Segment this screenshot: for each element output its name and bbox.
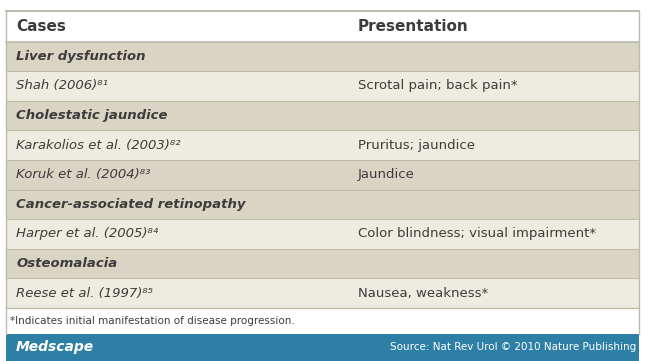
Text: Osteomalacia: Osteomalacia xyxy=(16,257,118,270)
Text: Scrotal pain; back pain*: Scrotal pain; back pain* xyxy=(358,79,518,92)
FancyBboxPatch shape xyxy=(7,249,639,278)
Text: Jaundice: Jaundice xyxy=(358,168,415,181)
Text: Harper et al. (2005)⁸⁴: Harper et al. (2005)⁸⁴ xyxy=(16,227,158,240)
FancyBboxPatch shape xyxy=(7,160,639,190)
FancyBboxPatch shape xyxy=(7,42,639,71)
Text: Nausea, weakness*: Nausea, weakness* xyxy=(358,287,488,300)
Text: Koruk et al. (2004)⁸³: Koruk et al. (2004)⁸³ xyxy=(16,168,150,181)
Text: Cancer-associated retinopathy: Cancer-associated retinopathy xyxy=(16,198,246,211)
FancyBboxPatch shape xyxy=(7,219,639,249)
FancyBboxPatch shape xyxy=(7,130,639,160)
Text: Cholestatic jaundice: Cholestatic jaundice xyxy=(16,109,168,122)
Text: *Indicates initial manifestation of disease progression.: *Indicates initial manifestation of dise… xyxy=(10,316,294,326)
Text: Shah (2006)⁸¹: Shah (2006)⁸¹ xyxy=(16,79,108,92)
Text: Color blindness; visual impairment*: Color blindness; visual impairment* xyxy=(358,227,596,240)
Text: Karakolios et al. (2003)⁸²: Karakolios et al. (2003)⁸² xyxy=(16,139,181,152)
Text: Cases: Cases xyxy=(16,19,66,34)
Text: Liver dysfunction: Liver dysfunction xyxy=(16,50,146,63)
FancyBboxPatch shape xyxy=(7,278,639,308)
Text: Medscape: Medscape xyxy=(16,340,94,355)
FancyBboxPatch shape xyxy=(7,190,639,219)
FancyBboxPatch shape xyxy=(7,101,639,130)
Text: Source: Nat Rev Urol © 2010 Nature Publishing: Source: Nat Rev Urol © 2010 Nature Publi… xyxy=(390,343,636,352)
FancyBboxPatch shape xyxy=(7,334,639,361)
Text: Pruritus; jaundice: Pruritus; jaundice xyxy=(358,139,475,152)
FancyBboxPatch shape xyxy=(7,11,639,42)
Text: Reese et al. (1997)⁸⁵: Reese et al. (1997)⁸⁵ xyxy=(16,287,153,300)
Text: Presentation: Presentation xyxy=(358,19,468,34)
FancyBboxPatch shape xyxy=(7,71,639,101)
